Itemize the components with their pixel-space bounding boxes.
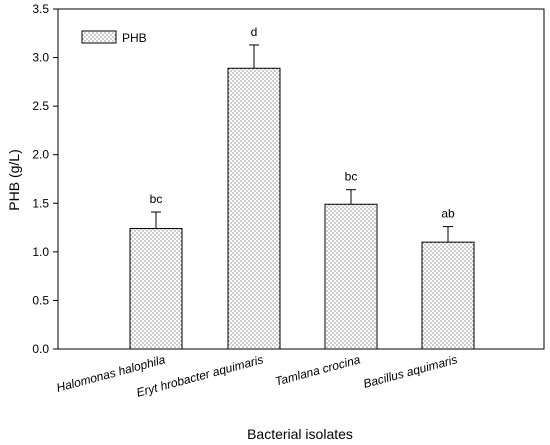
plot-frame: [57, 8, 545, 350]
y-tick-label: 1.5: [32, 196, 49, 210]
bar: [129, 228, 183, 350]
y-tick-label: 0.5: [32, 293, 49, 307]
bar: [227, 67, 281, 350]
y-tick-label: 2.0: [32, 148, 49, 162]
y-tick-label: 3.5: [32, 2, 49, 16]
x-axis-title: Bacterial isolates: [247, 426, 353, 442]
x-category-label: Bacillus aquimaris: [362, 352, 459, 391]
x-category-label: Tamlana crocina: [274, 352, 363, 388]
significance-label: ab: [441, 207, 455, 221]
significance-label: bc: [345, 170, 358, 184]
bar: [324, 203, 378, 350]
legend-swatch: [81, 30, 117, 44]
y-axis-title: PHB (g/L): [6, 149, 22, 210]
y-tick-label: 2.5: [32, 99, 49, 113]
significance-label: bc: [150, 192, 163, 206]
significance-label: d: [251, 25, 258, 39]
y-tick-label: 0.0: [32, 342, 49, 356]
y-tick-label: 1.0: [32, 245, 49, 259]
legend-label: PHB: [122, 31, 147, 45]
y-tick-label: 3.0: [32, 51, 49, 65]
bar: [421, 241, 475, 350]
